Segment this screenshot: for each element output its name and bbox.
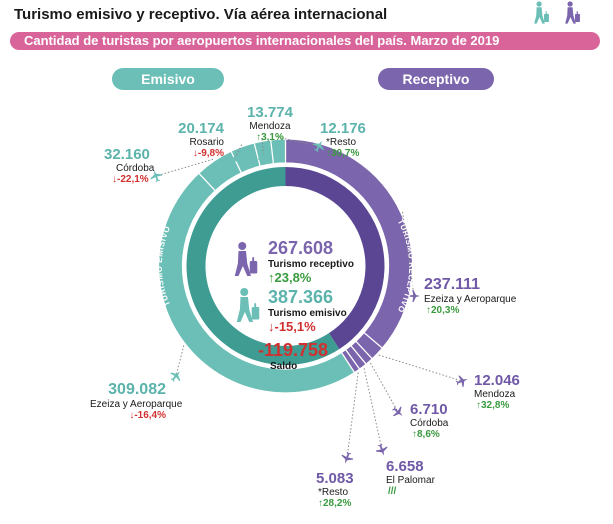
inner-ring-receptivo (285, 167, 385, 350)
airplane-icon (455, 375, 468, 388)
label-emisivo-resto: 12.176 *Resto ↑30,7% (320, 120, 366, 159)
center-receptivo: 267.608 Turismo receptivo ↑23,8% (268, 238, 354, 285)
legend-receptivo: Receptivo (378, 68, 494, 90)
label-receptivo-cordoba: 6.710 Córdoba ↑8,6% (410, 401, 449, 440)
header-walkers-icon (534, 1, 580, 24)
traveler-with-suitcase-icon (236, 288, 260, 322)
page-title: Turismo emisivo y receptivo. Vía aérea i… (14, 6, 388, 23)
airplane-icon (227, 154, 240, 167)
connector-r1 (378, 354, 463, 382)
connector-e0 (175, 345, 185, 377)
legend-emisivo: Emisivo (112, 68, 224, 90)
inner-ring-emisivo (186, 167, 340, 365)
connector-e1 (155, 158, 214, 177)
center-emisivo: 387.366 Turismo emisivo ↓-15,1% (268, 287, 347, 334)
airplane-icon (375, 443, 388, 456)
airplane-icon (258, 152, 270, 164)
label-emisivo-rosario: 20.174 Rosario ↓-9,8% (178, 120, 224, 159)
connector-e2 (233, 144, 243, 161)
slice-emisivo-4 (270, 138, 287, 165)
center-saldo: -119.758 Saldo (258, 340, 329, 372)
connector-r4 (346, 372, 359, 459)
connector-r3 (363, 368, 383, 451)
subtitle-banner: Cantidad de turistas por aeropuertos int… (10, 32, 600, 50)
airplane-icon (408, 290, 420, 302)
airplane-icon (170, 371, 181, 383)
label-emisivo-mendoza: 13.774 Mendoza ↑3,1% (247, 104, 293, 143)
airplane-icon (391, 406, 403, 417)
label-emisivo-ezeiza: 309.082 Ezeiza y Aeroparque ↓-16,4% (90, 381, 183, 421)
label-emisivo-cordoba: 32.160 Córdoba ↓-22,1% (104, 146, 155, 185)
connector-r2 (370, 362, 399, 413)
label-receptivo-resto: 5.083 *Resto ↑28,2% (316, 470, 354, 509)
airplane-icon (313, 140, 324, 153)
label-receptivo-mendoza: 12.046 Mendoza ↑32,8% (474, 372, 520, 411)
label-receptivo-elpalomar: 6.658 El Palomar /// (386, 458, 435, 497)
connector-r0 (402, 211, 415, 297)
airplane-icon (150, 170, 163, 183)
airplane-icon (341, 451, 354, 464)
label-receptivo-ezeiza: 237.111 Ezeiza y Aeroparque ↑20,3% (424, 276, 517, 316)
traveler-with-suitcase-icon (234, 242, 258, 276)
